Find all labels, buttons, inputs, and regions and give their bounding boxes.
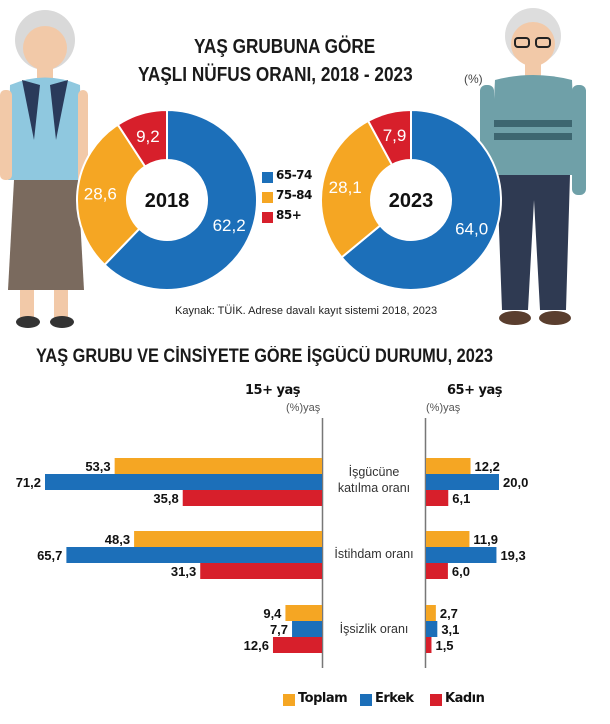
- bar-value-label: 12,2: [475, 459, 500, 474]
- donut-segment-85+: [366, 108, 412, 167]
- donut-segment-75-84: [320, 119, 394, 259]
- donut-title-line2: YAŞLI NÜFUS ORANI, 2018 - 2023: [138, 64, 413, 86]
- bar-15plus-toplam: [134, 531, 322, 547]
- donut-unit: (%): [464, 72, 483, 86]
- donut-segment-75-84: [76, 123, 147, 267]
- unit-15plus: (%)yaş: [286, 402, 321, 414]
- bar-65plus-toplam: [426, 531, 470, 547]
- bar-65plus-toplam: [426, 458, 471, 474]
- bar-15plus-toplam: [114, 458, 323, 474]
- legend-swatch-erkek: [360, 694, 372, 706]
- donut-center-year: 2018: [145, 190, 190, 212]
- bar-15plus-erkek: [45, 474, 322, 490]
- donut-value-label: 62,2: [213, 216, 246, 235]
- category-label-line: İşgücüne: [348, 465, 400, 479]
- elderly-man-illustration: [480, 8, 586, 325]
- unit-65plus: (%)yaş: [426, 402, 461, 414]
- donut-charts: 62,2 28,6 9,2 2018 64,0 28,1 7,9 2023: [76, 108, 502, 291]
- legend-label-85: 85+: [276, 208, 302, 222]
- bar-value-label: 35,8: [153, 491, 178, 506]
- legend-swatch-75-84: [262, 192, 273, 203]
- bar-value-label: 20,0: [503, 475, 528, 490]
- bar-65plus-kadın: [426, 563, 448, 579]
- legend-swatch-85: [262, 212, 273, 223]
- category-label-unemployment: İşsizlik oranı: [339, 622, 409, 636]
- bar-15plus-kadın: [182, 490, 322, 506]
- bar-value-label: 6,1: [452, 491, 470, 506]
- bar-value-label: 71,2: [16, 475, 41, 490]
- bar-value-label: 9,4: [263, 606, 282, 621]
- legend-label-75-84: 75-84: [276, 188, 312, 202]
- panel-title-65plus: 65+ yaş: [447, 383, 503, 398]
- bar-value-label: 19,3: [500, 548, 525, 563]
- bar-15plus-erkek: [292, 621, 322, 637]
- panel-title-15plus: 15+ yaş: [245, 383, 301, 398]
- bar-value-label: 53,3: [85, 459, 110, 474]
- legend-label-65-74: 65-74: [276, 168, 312, 182]
- legend-label-kadin: Kadın: [445, 691, 485, 706]
- category-label-employment: İstihdam oranı: [334, 547, 414, 561]
- donut-title-line1: YAŞ GRUBUNA GÖRE: [194, 36, 376, 58]
- bar-65plus-erkek: [426, 474, 499, 490]
- bar-value-label: 11,9: [473, 532, 498, 547]
- bar-value-label: 1,5: [435, 638, 453, 653]
- donut-value-label: 9,2: [136, 127, 160, 146]
- bar-value-label: 12,6: [244, 638, 269, 653]
- elderly-woman-illustration: [0, 10, 88, 328]
- donut-value-label: 28,1: [329, 178, 362, 197]
- donut-segment-65-74: [340, 108, 502, 291]
- donut-segment-85+: [116, 108, 168, 168]
- source-note: Kaynak: TÜİK. Adrese davalı kayıt sistem…: [175, 305, 438, 317]
- bar-value-label: 65,7: [37, 548, 62, 563]
- bar-65plus-toplam: [426, 605, 436, 621]
- donut-value-label: 28,6: [84, 185, 117, 204]
- bar-65plus-erkek: [426, 547, 497, 563]
- bar-value-label: 6,0: [452, 564, 470, 579]
- legend-label-erkek: Erkek: [375, 691, 414, 706]
- bar-65plus-kadın: [426, 490, 449, 506]
- bar-15plus-erkek: [66, 547, 323, 563]
- donut-value-label: 64,0: [455, 220, 488, 239]
- bar-65plus-erkek: [426, 621, 438, 637]
- bar-15plus-toplam: [285, 605, 322, 621]
- donut-center-year: 2023: [389, 190, 434, 212]
- bar-65plus-kadın: [426, 637, 432, 653]
- bar-value-label: 2,7: [440, 606, 458, 621]
- legend-swatch-kadin: [430, 694, 442, 706]
- legend-swatch-toplam: [283, 694, 295, 706]
- bar-value-label: 31,3: [171, 564, 196, 579]
- donut-segment-65-74: [103, 108, 258, 291]
- category-label-line: katılma oranı: [337, 481, 411, 495]
- legend-swatch-65-74: [262, 172, 273, 183]
- donut-value-label: 7,9: [383, 126, 407, 145]
- bar-value-label: 48,3: [105, 532, 130, 547]
- illustrations: [0, 8, 586, 328]
- legend-label-toplam: Toplam: [298, 691, 348, 706]
- bar-15plus-kadın: [200, 563, 322, 579]
- bar-section-title: YAŞ GRUBU VE CİNSİYETE GÖRE İŞGÜCÜ DURUM…: [36, 346, 494, 367]
- category-label-participation: İşgücüne katılma oranı: [326, 464, 422, 496]
- bar-15plus-kadın: [272, 637, 322, 653]
- bar-value-label: 7,7: [270, 622, 288, 637]
- bar-value-label: 3,1: [441, 622, 459, 637]
